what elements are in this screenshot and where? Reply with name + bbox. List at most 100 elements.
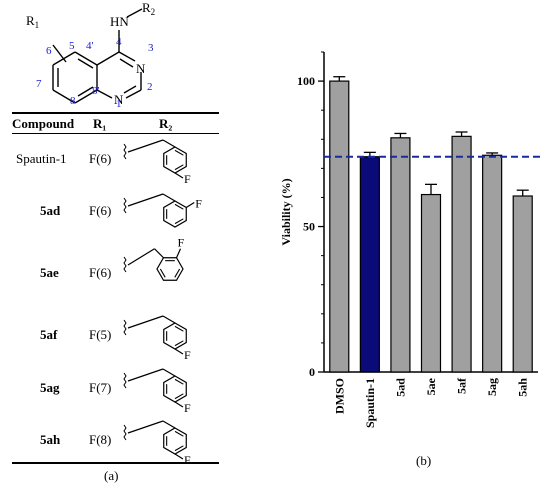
bar-5ah <box>512 195 533 373</box>
position-5: 5 <box>69 40 75 52</box>
fluorine-label: F <box>184 172 191 186</box>
position-2: 2 <box>147 81 153 93</box>
fluorine-label: F <box>195 197 202 211</box>
row-spautin-1-compound: Spautin-1 <box>16 151 67 166</box>
bond <box>74 51 98 66</box>
wavy-bond <box>123 424 127 441</box>
position-1-label: 1 <box>116 98 122 110</box>
hn-label: HN <box>110 14 129 29</box>
bond <box>127 315 164 329</box>
bond <box>127 420 164 434</box>
x-tick-label: Spautin-1 <box>363 378 377 428</box>
ring-double-bond <box>159 268 166 278</box>
bond <box>162 420 176 429</box>
bond <box>96 89 113 99</box>
bond <box>127 139 164 153</box>
r1-label: R1 <box>26 13 39 30</box>
bond <box>127 193 164 207</box>
bond <box>185 201 195 209</box>
row-spautin-1-r1: F(6) <box>89 151 112 166</box>
row-5ad-compound: 5ad <box>40 203 61 218</box>
fluorine-label: F <box>184 348 191 362</box>
header-compound: Compound <box>12 116 75 131</box>
bond <box>119 58 134 68</box>
bond <box>77 58 94 69</box>
bond <box>174 172 184 179</box>
substituent-3: F <box>123 236 185 281</box>
bond <box>74 89 98 104</box>
wavy-bond <box>123 256 127 273</box>
x-tick-label: 5af <box>455 377 469 394</box>
position-3: 3 <box>148 42 154 54</box>
row-5ae-compound: 5ae <box>40 265 59 280</box>
bond <box>96 51 120 66</box>
n3-label: N <box>136 61 146 76</box>
panel-b-label: (b) <box>416 453 432 468</box>
bond <box>162 368 176 377</box>
y-tick-label: 0 <box>309 365 315 379</box>
table-top-rule <box>12 112 219 114</box>
ring-double-bond <box>174 325 184 332</box>
row-5ae-r1: F(6) <box>89 265 112 280</box>
bar-5af <box>451 135 472 373</box>
bond <box>174 401 184 408</box>
ring-double-bond <box>174 340 184 347</box>
fluorine-label: F <box>178 236 185 250</box>
benzene-ring <box>156 257 184 281</box>
bond <box>175 248 182 258</box>
ring-double-bond <box>174 268 181 278</box>
benzene-ring <box>163 427 187 455</box>
panel-a-label: (a) <box>104 468 119 483</box>
fluorine-label: F <box>184 453 191 467</box>
benzene-ring <box>163 375 187 403</box>
substituent-5: F <box>123 368 191 415</box>
x-tick-label: DMSO <box>332 378 346 414</box>
ring-double-bond <box>174 430 184 437</box>
bond <box>127 368 164 382</box>
position-4: 4 <box>116 36 122 48</box>
row-5ad-r1: F(6) <box>89 203 112 218</box>
benzene-ring <box>163 200 187 228</box>
x-tick-label: 5ae <box>424 377 438 395</box>
row-5ag-compound: 5ag <box>40 380 60 395</box>
y-axis-label: Viability (%) <box>279 178 293 245</box>
bond <box>162 139 176 148</box>
wavy-bond <box>123 372 127 389</box>
benzene-ring <box>163 322 187 350</box>
position-6: 6 <box>46 45 52 57</box>
header-r2: R₂ <box>159 116 173 131</box>
bond <box>118 51 136 62</box>
bond <box>154 248 164 259</box>
ring-double-bond <box>174 149 184 156</box>
row-5ag-r1: F(7) <box>89 380 112 395</box>
bond <box>162 315 176 324</box>
position-4-prime: 4' <box>86 40 94 52</box>
row-5af-compound: 5af <box>40 327 58 342</box>
substituent-2: F <box>123 193 202 228</box>
bond <box>52 89 76 104</box>
ring-double-bond <box>174 164 184 171</box>
substituent-1: F <box>123 139 191 186</box>
ring-double-bond <box>174 378 184 385</box>
x-tick-label: 5ad <box>393 378 407 397</box>
table-bottom-rule <box>12 462 219 464</box>
bond <box>127 248 155 266</box>
bar-5ad <box>390 137 411 373</box>
benzene-ring <box>163 146 187 174</box>
bond <box>174 453 184 460</box>
ring-double-bond <box>174 218 184 225</box>
ring-double-bond <box>174 393 184 400</box>
row-5ah-r1: F(8) <box>89 432 112 447</box>
ring-double-bond <box>174 445 184 452</box>
position-8-prime: 8' <box>92 85 100 97</box>
wavy-bond <box>123 197 127 214</box>
bond <box>162 193 176 202</box>
substituent-4: F <box>123 315 191 362</box>
bond <box>77 86 94 97</box>
fluorine-label: F <box>184 401 191 415</box>
bond <box>52 44 67 63</box>
n1-label: N <box>114 92 124 107</box>
position-7: 7 <box>36 78 42 90</box>
r2-label: R2 <box>142 0 155 17</box>
